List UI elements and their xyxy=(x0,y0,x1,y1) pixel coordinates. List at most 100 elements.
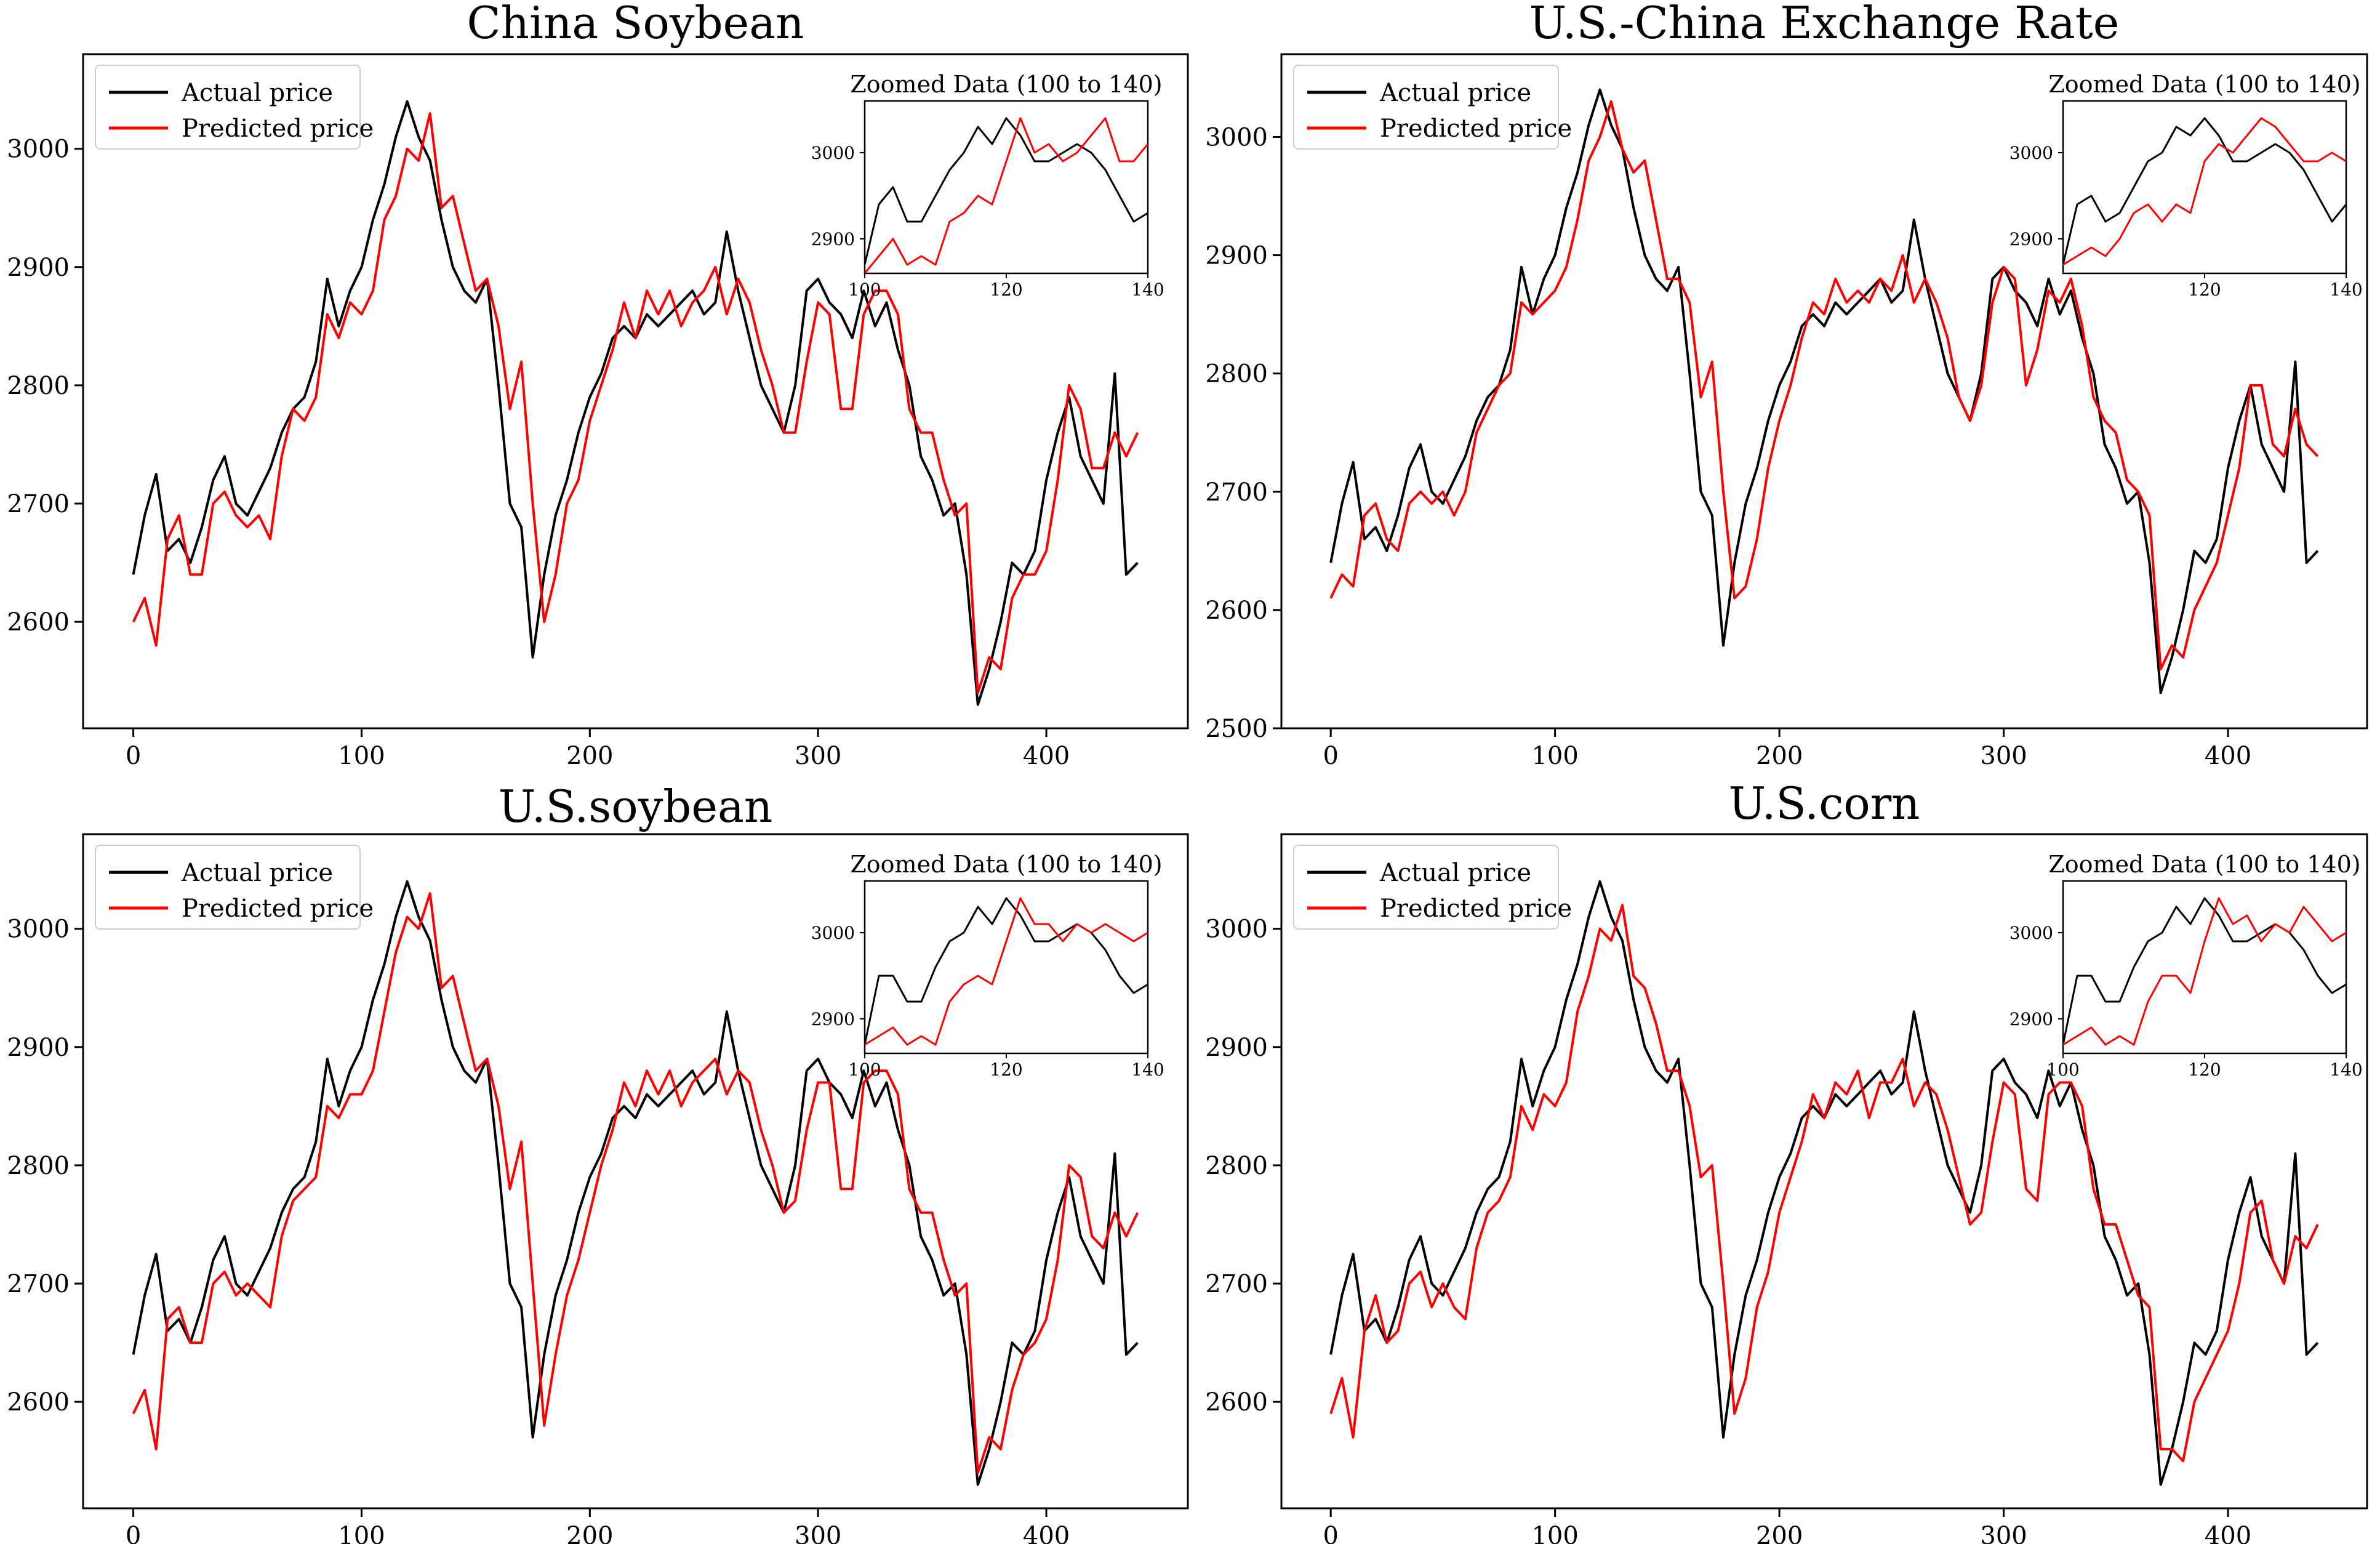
p3-inset-ytick-label: 3000 xyxy=(811,923,855,943)
p2-inset-ytick-label: 2900 xyxy=(2009,229,2053,249)
p3-xtick-label: 100 xyxy=(338,1522,385,1544)
p1-ytick-label: 2600 xyxy=(7,608,70,637)
p2-inset-xtick-label: 120 xyxy=(2188,279,2221,300)
p4-series-layer xyxy=(1329,880,2319,1486)
p1-xtick-label: 400 xyxy=(1023,742,1070,770)
p3-inset-predicted-price-line xyxy=(865,897,1148,1046)
legend: Actual price Predicted price xyxy=(95,845,374,930)
inset-title: Zoomed Data (100 to 140) xyxy=(850,71,1162,98)
p4-inset-predicted-price-line xyxy=(2063,897,2346,1046)
p3-ytick-label: 2800 xyxy=(7,1152,70,1180)
p4-inset-ytick-label: 2900 xyxy=(2009,1009,2053,1029)
p3-inset-actual-price-line xyxy=(865,897,1148,1045)
zoom-inset: Zoomed Data (100 to 140) 100 120 140 2900 300… xyxy=(811,71,1164,300)
legend-label: Predicted price xyxy=(1380,115,1572,143)
p1-inset-ytick-label: 2900 xyxy=(811,229,855,249)
p4-ytick-label: 3000 xyxy=(1205,915,1268,944)
p1-xtick-label: 0 xyxy=(126,742,141,770)
p2-inset-xtick-label: 140 xyxy=(2330,279,2362,300)
p2-inset-series-layer xyxy=(2063,117,2346,266)
p3-xtick-label: 200 xyxy=(566,1522,613,1544)
chart-title: China Soybean xyxy=(467,0,804,49)
p2-xtick-label: 100 xyxy=(1531,742,1578,770)
legend-label: Actual price xyxy=(181,79,333,107)
chart-panel-1: China Soybean 0 100 200 300 400 2600 2700 2800 29… xyxy=(7,0,1189,770)
p2-ytick-label: 2600 xyxy=(1205,597,1268,625)
p1-series-layer xyxy=(132,100,1139,706)
p4-xtick-label: 400 xyxy=(2205,1522,2251,1544)
p2-xtick-label: 400 xyxy=(2205,742,2251,770)
p1-xtick-label: 300 xyxy=(795,742,841,770)
chart-title: U.S.-China Exchange Rate xyxy=(1529,0,2120,49)
p2-ytick-label: 2500 xyxy=(1205,715,1268,743)
p3-inset-plot-frame xyxy=(863,880,1149,1055)
chart-panel-4: U.S.corn 0 100 200 300 400 2600 2700 2800 2900 300… xyxy=(1205,778,2368,1544)
p1-predicted-price-line xyxy=(132,112,1139,694)
p4-ytick-label: 2600 xyxy=(1205,1388,1268,1417)
p3-series-layer xyxy=(132,880,1139,1486)
p4-inset-series-layer xyxy=(2063,897,2346,1046)
legend-label: Predicted price xyxy=(182,115,374,143)
p1-inset-series-layer xyxy=(865,117,1148,273)
p4-xtick-label: 300 xyxy=(1980,1522,2027,1544)
p4-inset-xtick-label: 100 xyxy=(2046,1059,2079,1080)
p1-inset-predicted-price-line xyxy=(865,117,1148,273)
p2-inset-plot-frame xyxy=(2062,100,2347,275)
p2-ytick-label: 2900 xyxy=(1205,242,1268,270)
inset-title: Zoomed Data (100 to 140) xyxy=(2048,851,2360,878)
p4-ytick-label: 2900 xyxy=(1205,1034,1268,1062)
p2-xtick-label: 200 xyxy=(1756,742,1803,770)
p1-ytick-label: 2900 xyxy=(7,254,70,282)
p3-xtick-label: 300 xyxy=(795,1522,841,1544)
legend-label: Actual price xyxy=(1379,859,1531,887)
zoom-inset: Zoomed Data (100 to 140) 120 140 2900 3000 xyxy=(2009,71,2363,300)
chart-panel-3: U.S.soybean 0 100 200 300 400 2600 2700 2800 2900… xyxy=(7,781,1189,1544)
p3-inset-series-layer xyxy=(865,897,1148,1046)
p1-ytick-label: 3000 xyxy=(7,135,70,164)
p1-inset-plot-frame xyxy=(863,100,1149,275)
legend: Actual price Predicted price xyxy=(1293,845,1572,930)
p1-inset-xtick-label: 100 xyxy=(848,279,881,300)
p4-inset-xtick-label: 140 xyxy=(2330,1059,2362,1080)
p3-inset-xtick-label: 140 xyxy=(1131,1059,1164,1080)
legend: Actual price Predicted price xyxy=(1293,65,1572,150)
p4-predicted-price-line xyxy=(1329,904,2319,1463)
p1-inset-actual-price-line xyxy=(865,117,1148,265)
p2-inset-ytick-label: 3000 xyxy=(2009,143,2053,163)
legend-label: Predicted price xyxy=(1380,895,1572,923)
p3-predicted-price-line xyxy=(132,892,1139,1474)
p1-inset-ytick-label: 3000 xyxy=(811,143,855,163)
p3-inset-xtick-label: 120 xyxy=(990,1059,1022,1080)
legend-label: Predicted price xyxy=(182,895,374,923)
p3-xtick-label: 0 xyxy=(126,1522,141,1544)
p1-inset-xtick-label: 120 xyxy=(990,279,1022,300)
p4-inset-actual-price-line xyxy=(2063,897,2346,1045)
p1-xtick-label: 100 xyxy=(338,742,385,770)
p1-xtick-label: 200 xyxy=(566,742,613,770)
p2-actual-price-line xyxy=(1329,88,2319,694)
legend-label: Actual price xyxy=(1379,79,1531,107)
p4-inset-xtick-label: 120 xyxy=(2188,1059,2221,1080)
p2-xtick-label: 300 xyxy=(1980,742,2027,770)
p1-inset-xtick-label: 140 xyxy=(1131,279,1164,300)
inset-title: Zoomed Data (100 to 140) xyxy=(850,851,1162,878)
p1-ytick-label: 2700 xyxy=(7,490,70,518)
p4-xtick-label: 0 xyxy=(1323,1522,1338,1544)
p3-inset-ytick-label: 2900 xyxy=(811,1009,855,1029)
inset-title: Zoomed Data (100 to 140) xyxy=(2048,71,2360,98)
p3-xtick-label: 400 xyxy=(1023,1522,1070,1544)
p3-ytick-label: 2700 xyxy=(7,1270,70,1298)
p4-xtick-label: 100 xyxy=(1531,1522,1578,1544)
p3-ytick-label: 3000 xyxy=(7,915,70,944)
p3-ytick-label: 2600 xyxy=(7,1388,70,1417)
p2-predicted-price-line xyxy=(1329,100,2319,670)
p4-inset-plot-frame xyxy=(2062,880,2347,1055)
p3-inset-xtick-label: 100 xyxy=(848,1059,881,1080)
p3-actual-price-line xyxy=(132,880,1139,1486)
p2-ytick-label: 3000 xyxy=(1205,123,1268,151)
chart-panel-2: U.S.-China Exchange Rate 0 100 200 300 400 250… xyxy=(1205,0,2368,770)
p4-inset-ytick-label: 3000 xyxy=(2009,923,2053,943)
legend-label: Actual price xyxy=(181,859,333,887)
zoom-inset: Zoomed Data (100 to 140) 100 120 140 2900 300… xyxy=(811,851,1164,1080)
p4-ytick-label: 2700 xyxy=(1205,1270,1268,1298)
